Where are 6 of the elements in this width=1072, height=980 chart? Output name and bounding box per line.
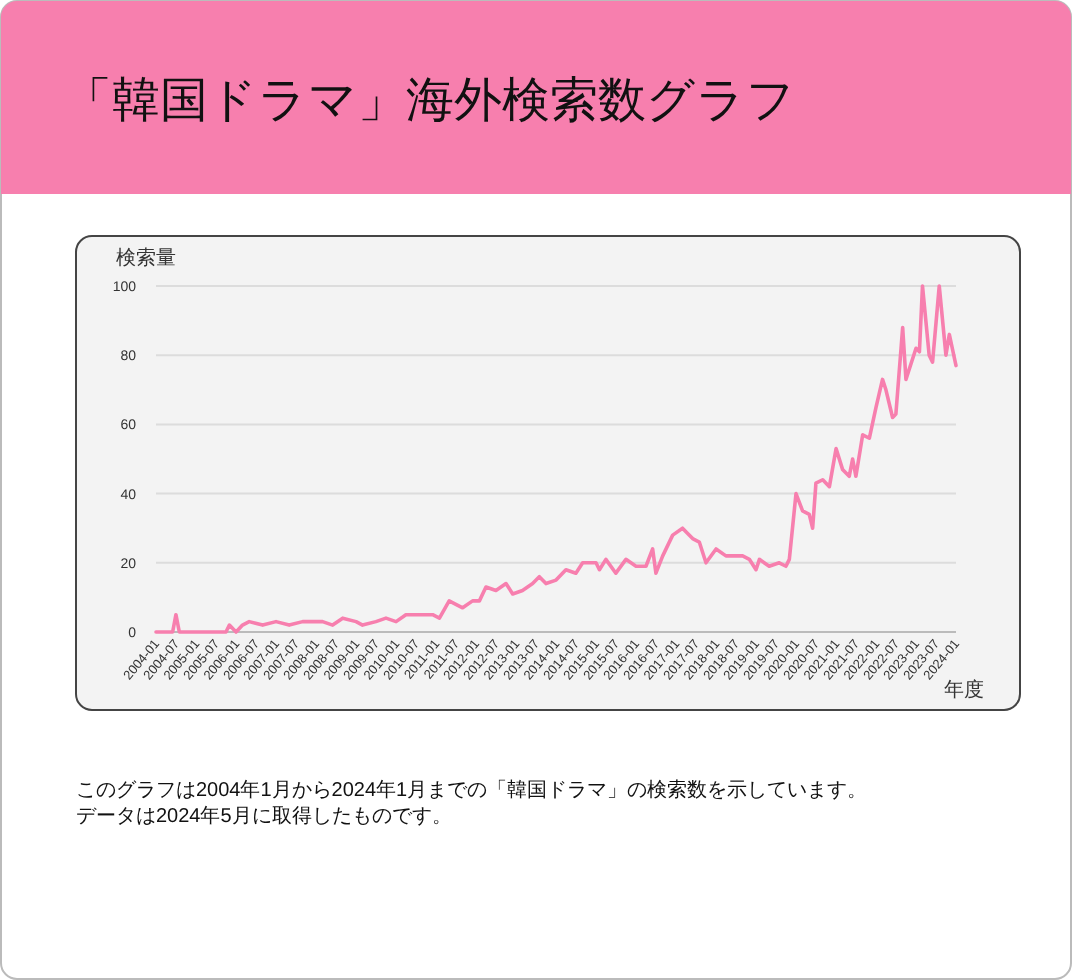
line-series [154,284,958,634]
text: このグラフは2004年1月から2024年1月までの「韓国ドラマ」の検索数を示しています。 [76,778,868,802]
y-axis-title: 検索量 [116,246,176,270]
text: データは2024年5月に取得したものです。 [76,804,452,828]
x-axis-title: 年度 [944,678,984,702]
chart-title: 「韓国ドラマ」海外検索数グラフ [64,74,796,128]
